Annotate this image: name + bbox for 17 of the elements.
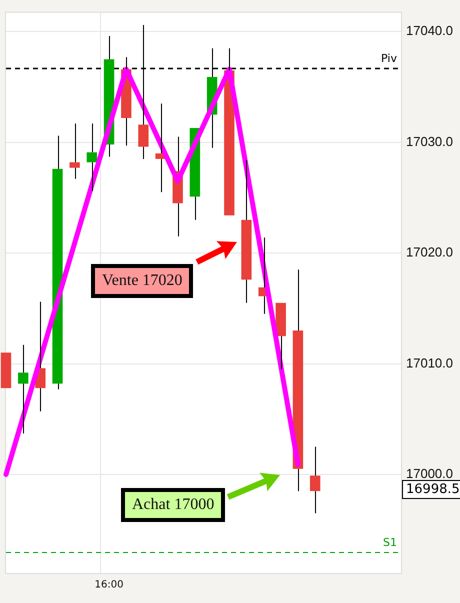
y-tick-label: 17000.0	[406, 466, 453, 482]
annotation: Achat 17000	[121, 488, 226, 522]
candlestick	[241, 160, 252, 304]
y-tick-label: 17010.0	[406, 355, 453, 370]
candlestick	[70, 123, 80, 180]
ref-line-label: Piv	[381, 52, 398, 65]
y-tick-label: 17020.0	[406, 244, 453, 260]
candlestick	[276, 302, 286, 370]
text: 16998.5	[402, 480, 460, 499]
y-tick-label: 17030.0	[406, 134, 453, 149]
x-tick-label: 16:00	[94, 580, 124, 591]
candlestick	[18, 344, 28, 434]
candlestick	[310, 446, 320, 514]
y-tick-label: 17040.0	[406, 23, 453, 38]
candlestick	[86, 123, 98, 192]
annotation: Vente 17020	[91, 264, 194, 298]
ref-line-label: S1	[383, 536, 397, 549]
